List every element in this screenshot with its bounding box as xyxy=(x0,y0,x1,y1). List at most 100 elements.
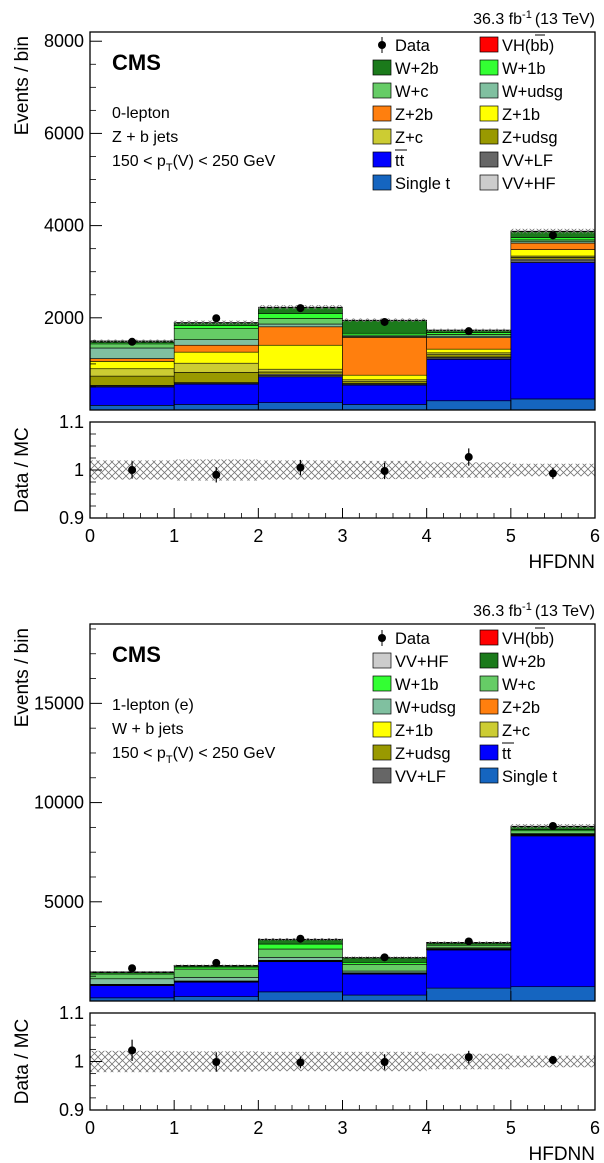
x-tick-label-0: 0 xyxy=(85,526,95,546)
bar-z-1b-bin-2 xyxy=(258,344,343,370)
legend-label-z-2b: Z+2b xyxy=(502,699,540,717)
legend-label-text: Z+2b xyxy=(502,699,540,717)
ratio-y-axis-label: Data / MC xyxy=(12,1019,33,1105)
legend-label-text: W+udsg xyxy=(502,83,563,101)
legend-label-z-2b: Z+2b xyxy=(395,106,433,124)
legend-label-vv-hf: VV+HF xyxy=(502,175,556,193)
bar-w-c-bin-1 xyxy=(173,328,259,341)
legend-entry-z-udsg: Z+udsg xyxy=(479,128,558,147)
legend-entry-z-c: Z+c xyxy=(479,721,530,740)
annotation-pt-subscript: T xyxy=(166,162,173,174)
legend-swatch-z-udsg xyxy=(479,128,499,145)
bar-w-udsg-bin-1 xyxy=(173,339,259,346)
lumi-energy: (13 TeV) xyxy=(535,603,595,620)
legend-label-text: W+2b xyxy=(502,653,546,671)
data-point-bin-5 xyxy=(548,821,557,830)
legend-swatch-z-2b xyxy=(372,105,392,122)
legend-label-text: tt xyxy=(502,745,512,763)
bar-z-udsg-bin-1 xyxy=(173,372,259,383)
bar-w-1b-bin-1 xyxy=(173,325,259,329)
x-tick-label-3: 3 xyxy=(337,526,347,546)
ratio-ytick-label-1: 1 xyxy=(74,460,84,480)
legend-label-tt: tt xyxy=(502,745,512,763)
lumi-label: 36.3 fb-1 (13 TeV) xyxy=(473,9,595,28)
legend-label-text: Data xyxy=(395,630,431,648)
ratio-band-bin-4 xyxy=(426,462,511,478)
y-axis-label: Events / bin xyxy=(12,628,33,727)
bar-tt-bin-3 xyxy=(342,973,427,996)
ratio-ytick-label-1: 1 xyxy=(74,1052,84,1072)
bar-z-1b-bin-0 xyxy=(89,361,175,370)
legend-swatch-vh-bb xyxy=(479,36,499,53)
bar-single-t-bin-4 xyxy=(426,400,512,411)
bar-tt-bin-0 xyxy=(89,386,175,406)
legend-label-z-udsg: Z+udsg xyxy=(502,129,558,147)
legend-label-text: tt xyxy=(395,152,405,170)
bar-tt-bin-2 xyxy=(258,376,343,403)
annotation-pt-subscript: T xyxy=(166,754,173,766)
x-axis-label: HFDNN xyxy=(529,1144,596,1163)
legend-entry-z-2b: Z+2b xyxy=(372,105,433,124)
legend-entry-single-t: Single t xyxy=(372,174,450,193)
legend-swatch-tt xyxy=(479,744,499,761)
lumi-label: 36.3 fb-1 (13 TeV) xyxy=(473,601,595,620)
legend-entry-vh-bb: VH(bb) xyxy=(479,34,554,55)
data-point-bin-1 xyxy=(212,314,221,323)
main-ytick-label-2000: 2000 xyxy=(44,308,84,328)
legend-label-text: Z+2b xyxy=(395,106,433,124)
legend-label-data: Data xyxy=(395,630,431,648)
annotation-region: W + b jets xyxy=(112,721,184,738)
main-ytick-label-15000: 15000 xyxy=(34,693,84,713)
bar-z-2b-bin-1 xyxy=(173,344,259,353)
bar-w-udsg-bin-1 xyxy=(173,977,259,982)
legend-entry-z-1b: Z+1b xyxy=(479,105,540,124)
bar-z-c-bin-0 xyxy=(89,368,175,377)
bar-single-t-bin-1 xyxy=(173,404,259,411)
legend-label-vv-hf: VV+HF xyxy=(395,653,449,671)
x-tick-label-1: 1 xyxy=(169,526,179,546)
bar-z-udsg-bin-0 xyxy=(89,375,175,386)
legend-swatch-z-c xyxy=(372,128,392,145)
legend-swatch-z-1b xyxy=(479,105,499,122)
legend-entry-w-2b: W+2b xyxy=(479,652,546,671)
ratio-point-bin-2 xyxy=(296,1058,305,1067)
lumi-exponent: -1 xyxy=(522,9,532,21)
data-point-bin-3 xyxy=(380,953,389,962)
legend-entry-vv-lf: VV+LF xyxy=(479,151,553,170)
legend-swatch-vh-bb xyxy=(479,629,499,646)
legend-swatch-w-1b xyxy=(372,675,392,692)
legend-label-w-1b: W+1b xyxy=(395,676,439,694)
cms-label: CMS xyxy=(112,642,161,667)
legend-swatch-vv-lf xyxy=(372,767,392,784)
legend-label-z-c: Z+c xyxy=(502,722,530,740)
ratio-ytick-label-0: 0.9 xyxy=(59,508,84,528)
main-ytick-label-8000: 8000 xyxy=(44,31,84,51)
bar-single-t-bin-0 xyxy=(89,405,175,411)
legend-swatch-single-t xyxy=(479,767,499,784)
bar-w-1b-bin-2 xyxy=(258,943,343,950)
data-point-bin-4 xyxy=(464,937,473,946)
ratio-point-bin-2 xyxy=(296,463,305,472)
bar-single-t-bin-5 xyxy=(510,986,596,1002)
ratio-point-bin-1 xyxy=(212,1057,221,1066)
legend-label-text: W+2b xyxy=(395,60,439,78)
legend-label-text: Z+c xyxy=(502,722,530,740)
ratio-point-bin-0 xyxy=(128,1046,137,1055)
bar-w-c-bin-0 xyxy=(89,973,175,980)
legend-swatch-z-1b xyxy=(372,721,392,738)
x-tick-label-4: 4 xyxy=(422,1118,432,1138)
ratio-point-bin-3 xyxy=(380,466,389,475)
legend-entry-z-2b: Z+2b xyxy=(479,698,540,717)
legend-label-data: Data xyxy=(395,37,431,55)
bar-tt-bin-3 xyxy=(342,384,427,405)
bar-w-c-bin-4 xyxy=(426,944,512,949)
legend-entry-vv-hf: VV+HF xyxy=(479,174,556,193)
legend-entry-w-c: W+c xyxy=(479,675,535,694)
legend-label-text: W+udsg xyxy=(395,699,456,717)
bar-tt-bin-5 xyxy=(510,835,596,988)
bar-single-t-bin-1 xyxy=(173,996,259,1002)
bar-tt-bin-1 xyxy=(173,981,259,997)
bar-tt-bin-1 xyxy=(173,383,259,405)
legend-label-text: W+c xyxy=(502,676,535,694)
